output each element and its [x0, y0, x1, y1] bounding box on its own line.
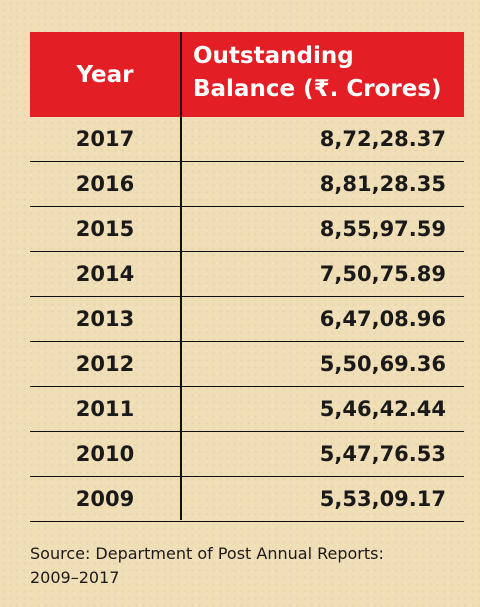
- table-row: 2009 5,53,09.17: [30, 477, 464, 522]
- balance-cell: 7,50,75.89: [319, 262, 446, 286]
- table-row: 2015 8,55,97.59: [30, 207, 464, 252]
- table-row: 2017 8,72,28.37: [30, 117, 464, 162]
- header-balance: Outstanding Balance (₹. Crores): [193, 40, 458, 106]
- year-cell: 2012: [75, 352, 135, 376]
- table-row: 2013 6,47,08.96: [30, 297, 464, 342]
- table-row: 2011 5,46,42.44: [30, 387, 464, 432]
- balance-cell: 8,81,28.35: [319, 172, 446, 196]
- year-cell: 2010: [75, 442, 135, 466]
- year-cell: 2014: [75, 262, 135, 286]
- balance-cell: 8,72,28.37: [319, 127, 446, 151]
- header-year: Year: [76, 61, 134, 88]
- header-balance-line2: Balance (₹. Crores): [193, 76, 442, 102]
- balance-cell: 8,55,97.59: [319, 217, 446, 241]
- year-cell: 2015: [75, 217, 135, 241]
- source-line2: 2009–2017: [30, 568, 120, 587]
- year-cell: 2013: [75, 307, 135, 331]
- header-balance-line1: Outstanding: [193, 43, 354, 69]
- balance-cell: 5,50,69.36: [319, 352, 446, 376]
- year-cell: 2011: [75, 397, 135, 421]
- table-body: 2017 8,72,28.37 2016 8,81,28.35 2015 8,55,97.…: [30, 117, 464, 522]
- table-header: Year Outstanding Balance (₹. Crores): [30, 32, 464, 117]
- column-divider: [180, 32, 182, 520]
- source-note: Source: Department of Post Annual Report…: [30, 542, 460, 590]
- balance-table: Year Outstanding Balance (₹. Crores) 201…: [30, 32, 464, 522]
- year-cell: 2009: [75, 487, 135, 511]
- year-cell: 2016: [75, 172, 135, 196]
- balance-cell: 5,47,76.53: [319, 442, 446, 466]
- balance-cell: 5,46,42.44: [319, 397, 446, 421]
- balance-cell: 5,53,09.17: [319, 487, 446, 511]
- table-row: 2010 5,47,76.53: [30, 432, 464, 477]
- table-row: 2016 8,81,28.35: [30, 162, 464, 207]
- balance-cell: 6,47,08.96: [319, 307, 446, 331]
- source-line1: Source: Department of Post Annual Report…: [30, 544, 384, 563]
- year-cell: 2017: [75, 127, 135, 151]
- table-row: 2012 5,50,69.36: [30, 342, 464, 387]
- table-row: 2014 7,50,75.89: [30, 252, 464, 297]
